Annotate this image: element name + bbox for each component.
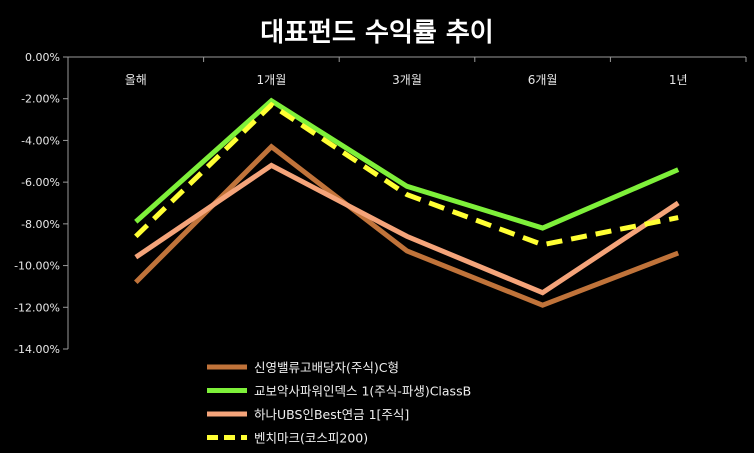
x-tick-label: 올해 bbox=[125, 73, 147, 87]
y-tick-label: 0.00% bbox=[25, 51, 60, 64]
legend-label-0: 신영밸류고배당자(주식)C형 bbox=[254, 360, 399, 375]
y-tick-label: -14.00% bbox=[14, 343, 60, 356]
y-tick-label: -4.00% bbox=[21, 134, 60, 147]
y-tick-label: -10.00% bbox=[14, 260, 60, 273]
chart-axes: 0.00% -2.00% -4.00% -6.00% -8.00% -10.00% -12.… bbox=[14, 51, 747, 356]
legend-label-3: 벤치마크(코스피200) bbox=[254, 431, 368, 446]
y-tick-label: -12.00% bbox=[14, 301, 60, 314]
x-tick-label: 1개월 bbox=[257, 73, 287, 87]
x-tick-label: 6개월 bbox=[528, 73, 558, 87]
x-tick-label: 3개월 bbox=[392, 73, 422, 87]
series-line-1 bbox=[134, 97, 680, 231]
y-tick-label: -2.00% bbox=[21, 93, 60, 106]
chart-title: 대표펀드 수익률 추이 bbox=[260, 18, 493, 48]
series-line-2 bbox=[134, 162, 680, 296]
y-tick-label: -8.00% bbox=[21, 218, 60, 231]
y-tick-label: -6.00% bbox=[21, 176, 60, 189]
x-tick-label: 1년 bbox=[669, 73, 688, 87]
legend-label-1: 교보악사파워인덱스 1(주식-파생)ClassB bbox=[254, 384, 471, 399]
legend-label-2: 하나UBS인Best연금 1[주식] bbox=[254, 407, 409, 422]
series-layer bbox=[134, 97, 680, 308]
series-line-3 bbox=[134, 101, 679, 248]
series-line-0 bbox=[134, 143, 680, 308]
